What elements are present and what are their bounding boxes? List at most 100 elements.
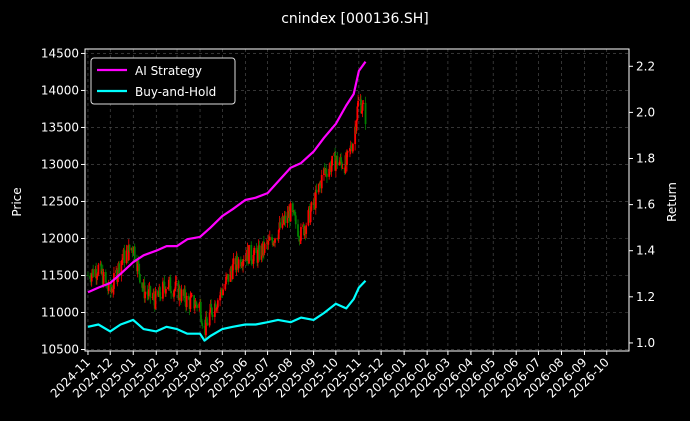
- candle-body: [250, 245, 253, 261]
- candle-body: [128, 244, 131, 251]
- candle-body: [239, 259, 242, 267]
- candle-body: [252, 254, 255, 264]
- candle-body: [120, 260, 123, 275]
- candle-body: [349, 148, 351, 152]
- candle-body: [203, 325, 206, 328]
- candle-body: [360, 99, 362, 114]
- candle-body: [330, 165, 333, 172]
- candle-body: [317, 183, 320, 193]
- candle-body: [151, 297, 154, 298]
- candle-body: [164, 289, 167, 294]
- candle-body: [184, 289, 187, 303]
- candle-body: [364, 102, 367, 125]
- candle-body: [190, 295, 193, 298]
- candle-body: [174, 281, 177, 289]
- y2-tick-label: 1.2: [636, 290, 655, 304]
- candle-body: [305, 225, 308, 234]
- candle-body: [112, 288, 115, 292]
- candle-body: [222, 289, 224, 296]
- candle-body: [328, 168, 331, 177]
- candle-body: [116, 275, 119, 282]
- candle-body: [255, 247, 258, 254]
- candle-body: [97, 264, 100, 275]
- candle-body: [196, 304, 198, 308]
- candle-body: [167, 279, 170, 288]
- candle-body: [242, 260, 244, 267]
- candle-body: [338, 162, 341, 166]
- candle-body: [100, 263, 103, 274]
- candle-body: [325, 169, 328, 174]
- y-tick-label: 11000: [41, 306, 79, 320]
- candle-body: [279, 222, 282, 228]
- candle-body: [309, 210, 312, 223]
- candle-body: [139, 273, 141, 283]
- candle-body: [355, 120, 358, 131]
- candle-body: [211, 307, 213, 315]
- candle-body: [208, 312, 211, 326]
- candle-body: [199, 302, 202, 320]
- candle-body: [354, 126, 357, 145]
- candle-body: [267, 240, 270, 245]
- candle-body: [242, 260, 245, 261]
- candle-body: [159, 296, 162, 299]
- y2-axis-title: Return: [665, 182, 679, 222]
- legend-label-buy-and-hold: Buy-and-Hold: [135, 85, 216, 99]
- candle-body: [118, 263, 121, 275]
- candle-body: [102, 272, 105, 286]
- candle-body: [230, 268, 233, 272]
- candle-body: [294, 214, 296, 216]
- chart-title: cnindex [000136.SH]: [281, 11, 429, 27]
- y-tick-label: 14500: [41, 46, 79, 60]
- candle-body: [127, 244, 130, 261]
- candle-body: [95, 276, 98, 279]
- candle-body: [258, 245, 261, 260]
- candle-body: [89, 275, 92, 279]
- candle-body: [253, 247, 256, 255]
- candle-body: [257, 249, 259, 263]
- plot-frame: [84, 48, 630, 352]
- candle-body: [137, 260, 140, 264]
- candle-body: [334, 161, 337, 171]
- legend-label-ai-strategy: AI Strategy: [135, 64, 202, 78]
- series-line-ai-strategy: [87, 61, 367, 294]
- y-tick-label: 12000: [41, 231, 79, 245]
- candle-body: [357, 100, 360, 107]
- candle-body: [274, 238, 276, 243]
- candle-body: [225, 276, 228, 278]
- candle-body: [291, 203, 294, 212]
- candle-body: [147, 289, 150, 296]
- candle-body: [299, 240, 302, 242]
- candle-body: [326, 173, 328, 177]
- candle-body: [163, 281, 166, 289]
- candle-body: [193, 306, 196, 309]
- candle-body: [314, 189, 317, 209]
- candle-body: [159, 287, 161, 297]
- candle-body: [300, 227, 302, 241]
- candle-body: [156, 291, 159, 296]
- candle-body: [289, 203, 292, 222]
- candle-body: [195, 301, 198, 305]
- candle-body: [206, 322, 209, 326]
- candle-body: [215, 308, 218, 311]
- candle-body: [121, 258, 124, 260]
- candle-body: [237, 259, 240, 269]
- y-tick-label: 13000: [41, 157, 79, 171]
- y-tick-label: 14000: [41, 83, 79, 97]
- candle-body: [198, 303, 201, 308]
- candle-body: [87, 275, 89, 277]
- candle-body: [95, 269, 98, 279]
- candle-body: [268, 237, 271, 241]
- candle-body: [219, 295, 221, 301]
- price-layer: [87, 93, 367, 341]
- candle-body: [231, 264, 234, 279]
- candle-body: [200, 319, 203, 324]
- candle-body: [125, 250, 128, 263]
- candle-body: [180, 289, 183, 301]
- candle-body: [298, 237, 301, 242]
- candle-body: [229, 268, 232, 282]
- candle-body: [190, 295, 193, 297]
- candle-body: [138, 263, 141, 274]
- candle-body: [205, 316, 208, 323]
- y2-tick-label: 2.0: [636, 105, 655, 119]
